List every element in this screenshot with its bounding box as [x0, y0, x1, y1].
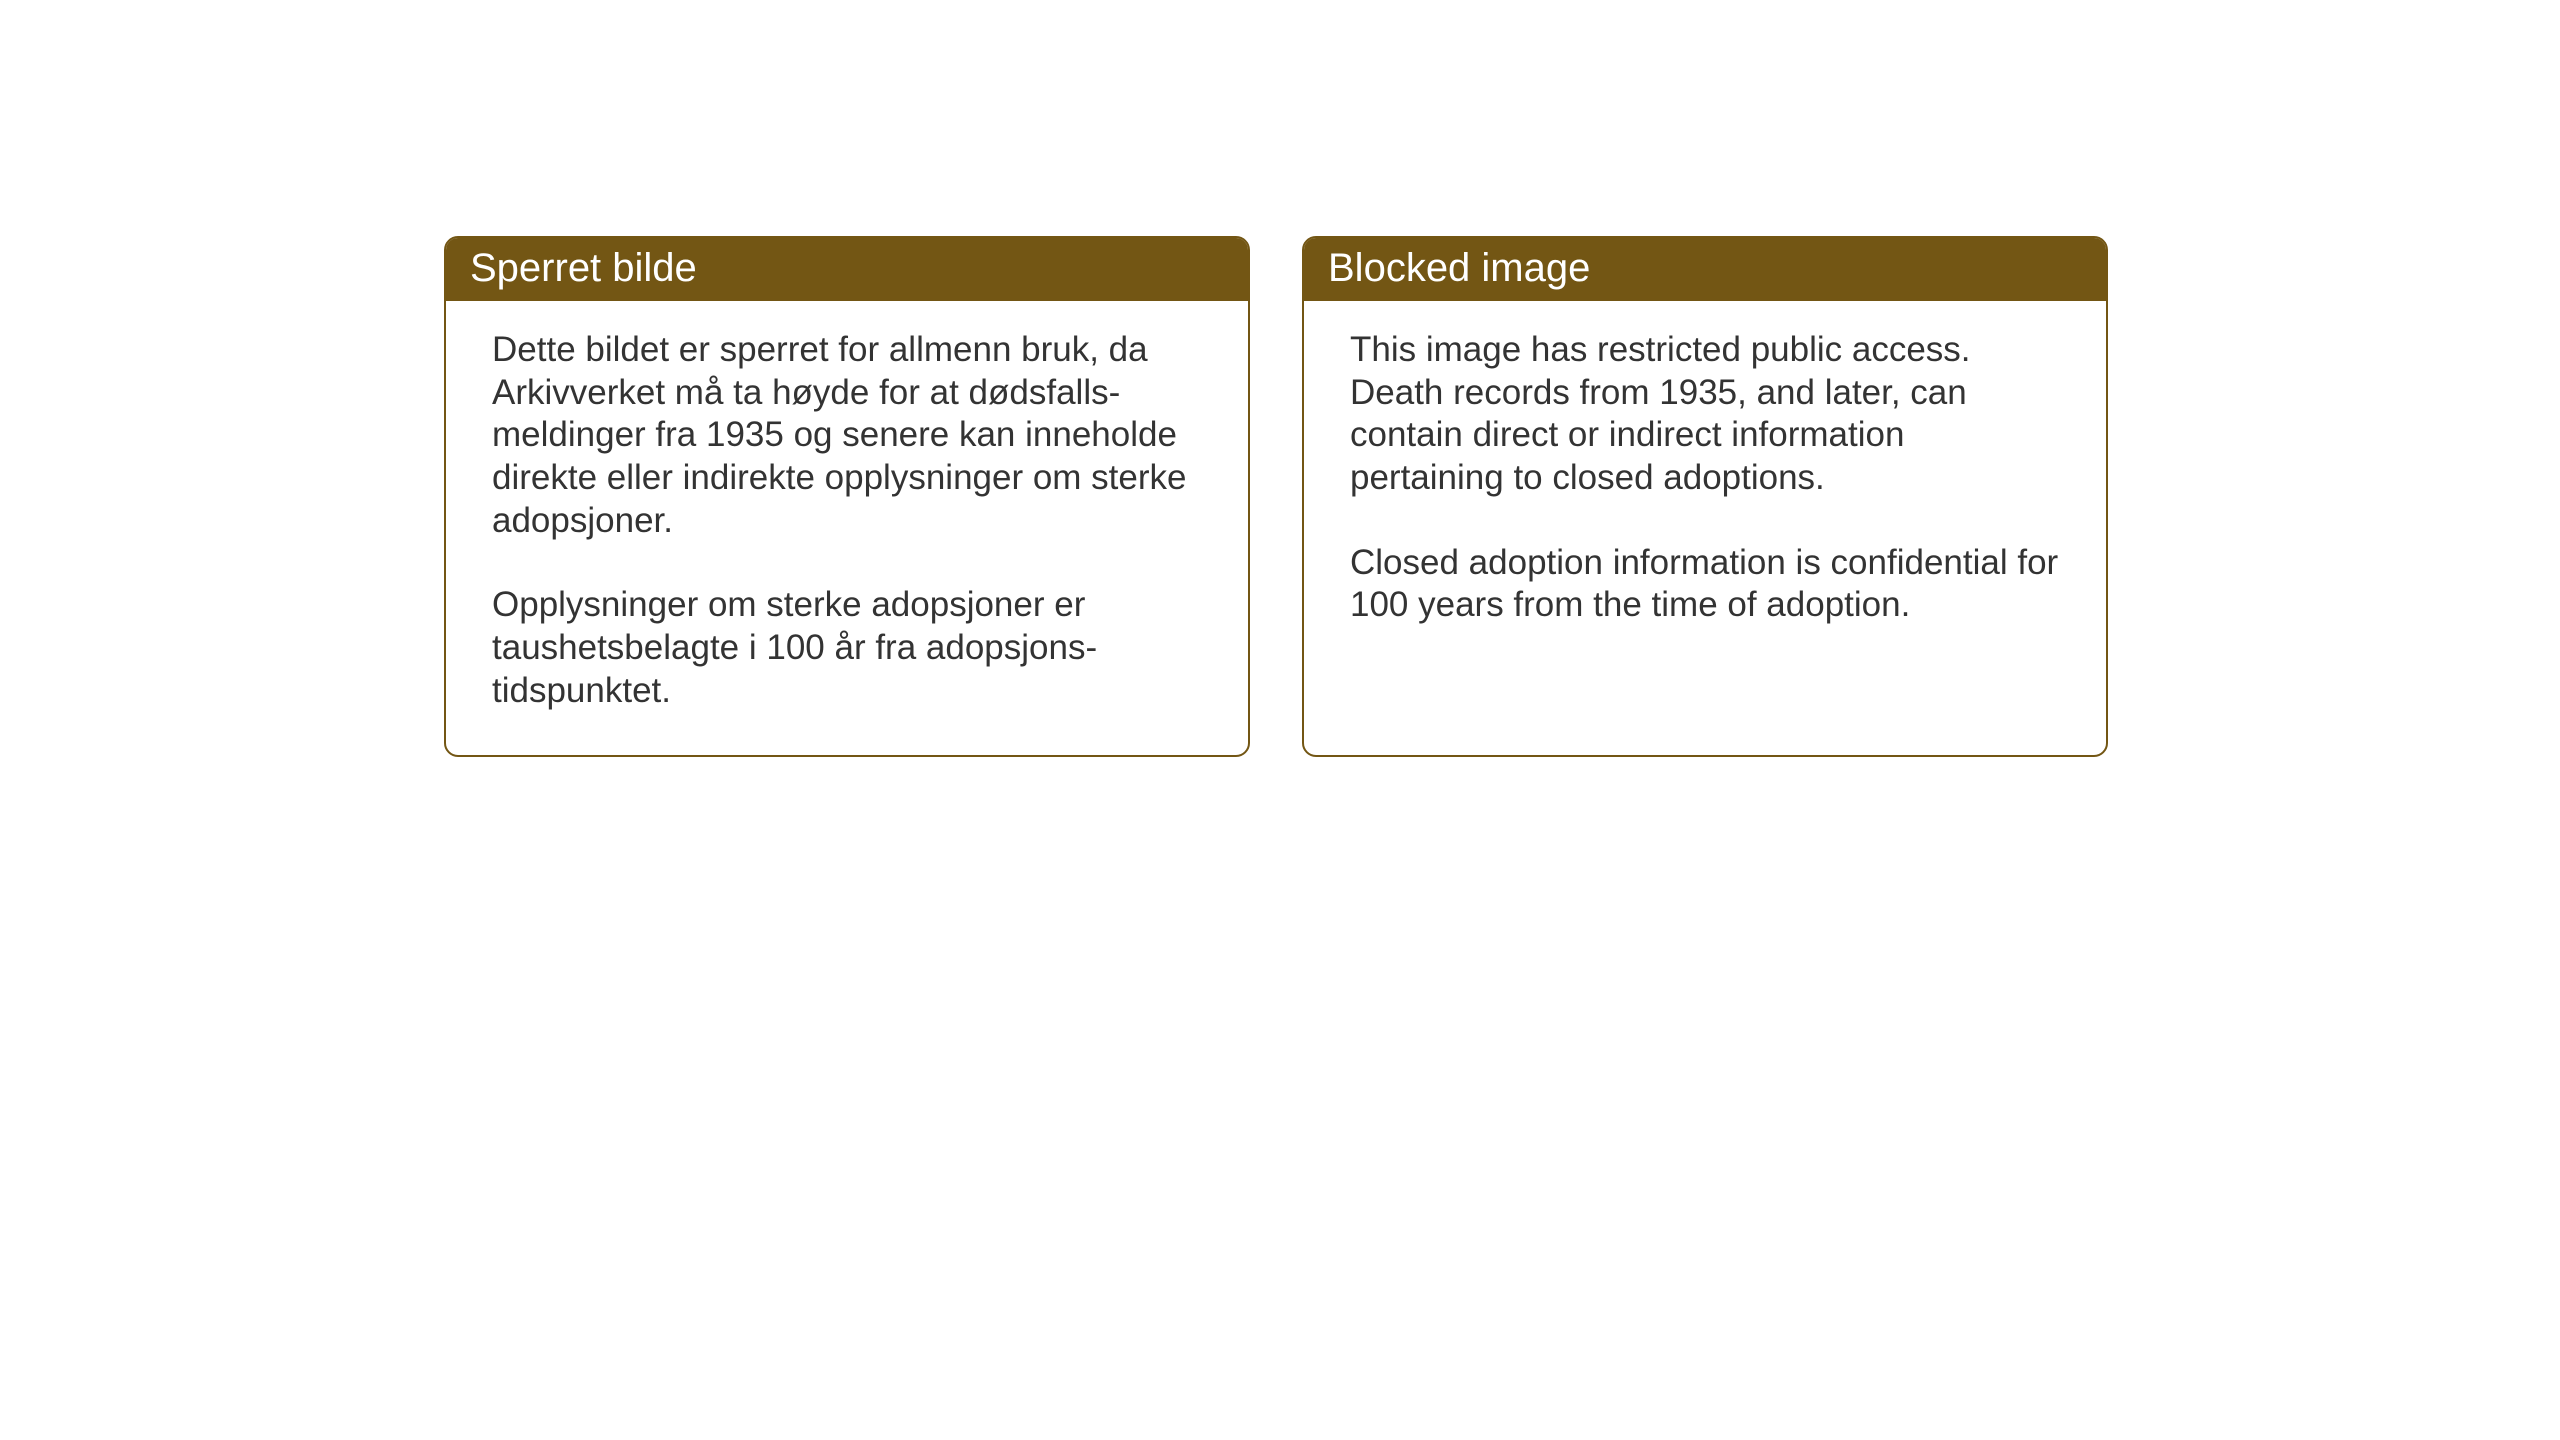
english-notice-body: This image has restricted public access.… — [1304, 301, 2106, 669]
english-notice-card: Blocked image This image has restricted … — [1302, 236, 2108, 757]
norwegian-paragraph-2: Opplysninger om sterke adopsjoner er tau… — [492, 584, 1202, 712]
norwegian-paragraph-1: Dette bildet er sperret for allmenn bruk… — [492, 329, 1202, 542]
norwegian-notice-card: Sperret bilde Dette bildet er sperret fo… — [444, 236, 1250, 757]
english-paragraph-2: Closed adoption information is confident… — [1350, 542, 2060, 627]
english-notice-title: Blocked image — [1304, 238, 2106, 301]
notice-container: Sperret bilde Dette bildet er sperret fo… — [444, 236, 2108, 757]
norwegian-notice-body: Dette bildet er sperret for allmenn bruk… — [446, 301, 1248, 755]
norwegian-notice-title: Sperret bilde — [446, 238, 1248, 301]
english-paragraph-1: This image has restricted public access.… — [1350, 329, 2060, 500]
